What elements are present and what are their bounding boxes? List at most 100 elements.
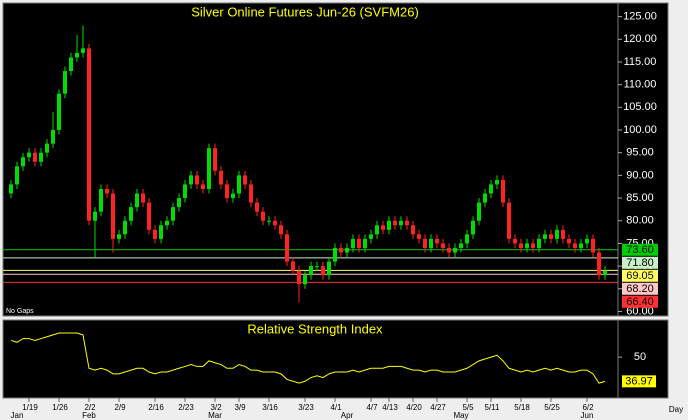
x-tick-label: 4/13 [382,403,398,412]
candle-body [543,234,547,239]
x-tick-label: 2/23 [178,403,194,412]
candle-body [597,252,601,276]
candle-body [321,266,325,276]
candle-body [333,247,337,262]
candle-body [483,193,487,203]
x-tick-label: 2/2 [84,403,96,412]
x-tick-label: 4/7 [366,403,378,412]
candle-body [129,207,133,221]
level-label: 69.05 [626,270,654,282]
candle-body [183,184,187,199]
candle-body [279,225,283,235]
x-tick-label: 4/20 [406,403,422,412]
y-tick-label: 120.00 [623,33,657,45]
candle-body [579,243,583,248]
candle-body [465,234,469,244]
candle-body [45,143,49,153]
candle-body [315,266,319,268]
x-tick-label: 1/26 [52,403,68,412]
month-label: May [453,411,468,420]
candle-body [585,238,589,244]
last-value-box [622,375,656,388]
y-tick-label: 50 [634,351,646,363]
y-tick-label: 85.00 [626,192,654,204]
candle-body [135,193,139,208]
candle-body [603,270,607,276]
level-label-box [622,269,658,282]
candle-body [399,220,403,226]
candle-body [105,188,109,194]
candle-body [441,243,445,248]
rsi-panel [2,319,669,399]
candle-body [87,48,91,221]
level-label: 73.60 [626,244,654,256]
x-axis-label: Day [669,405,683,414]
x-tick-label: 2/9 [114,403,126,412]
candle-body [75,52,79,58]
candle-body [243,175,247,185]
y-tick-label: 110.00 [624,79,657,91]
candle-body [15,166,19,185]
candle-body [117,234,121,239]
x-tick-label: 4/27 [430,403,446,412]
month-label: Apr [341,411,354,420]
candle-body [501,179,505,203]
candle-body [393,220,397,226]
candle-body [285,234,289,262]
candle-body [213,148,217,171]
candle-body [57,93,61,131]
candle-body [111,193,115,239]
candle-body [471,220,475,235]
candle-body [327,261,331,276]
candle-body [519,243,523,248]
rsi-line [10,332,606,384]
candle-body [477,202,481,221]
candle-body [165,220,169,226]
candle-body [303,275,307,285]
candle-body [33,152,37,162]
candle-body [591,238,595,253]
candle-body [93,211,97,221]
x-tick-label: 5/18 [514,403,530,412]
candle-body [21,157,25,167]
candle-body [69,57,73,72]
candle-body [231,193,235,199]
candle-body [453,247,457,253]
x-tick-label: 2/16 [148,403,164,412]
last-value-label: 36.97 [625,376,653,388]
candle-body [363,238,367,248]
candle-body [141,193,145,203]
x-tick-label: 5/25 [544,403,560,412]
candle-body [267,220,271,222]
candle-body [339,247,343,253]
x-tick-label: 3/2 [210,403,222,412]
y-tick-label: 95.00 [626,147,654,159]
candle-body [189,175,193,185]
y-tick-label: 125.00 [623,11,657,23]
x-tick-label: 1/19 [22,403,38,412]
y-tick-label: 100.00 [623,124,657,136]
x-tick-label: 4/1 [330,403,342,412]
candle-body [531,243,535,248]
candle-body [525,243,529,248]
x-tick-label: 3/9 [234,403,246,412]
candle-body [27,152,31,158]
candle-body [375,225,379,235]
candle-body [177,198,181,208]
candle-body [489,184,493,194]
candle-body [81,48,85,53]
candle-body [201,184,205,189]
candle-body [537,238,541,248]
candle-body [255,202,259,212]
candle-body [345,247,349,253]
candle-body [369,234,373,239]
month-label: Feb [82,411,96,420]
level-label: 71.80 [626,257,654,269]
level-label-box [622,243,658,256]
candle-body [357,238,361,248]
candle-body [387,220,391,230]
candle-body [291,261,295,271]
candle-body [435,238,439,244]
